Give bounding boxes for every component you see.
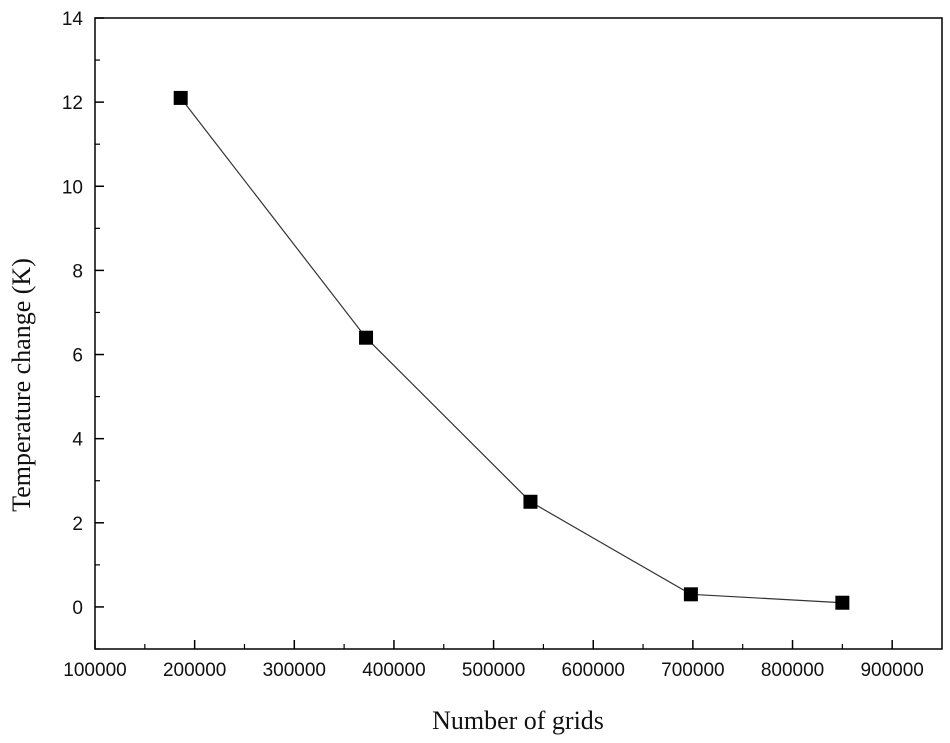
x-tick-label: 700000 <box>661 660 724 681</box>
y-tick-label: 10 <box>62 177 83 198</box>
data-series <box>173 90 850 610</box>
x-tick-label: 400000 <box>362 660 425 681</box>
data-point-marker <box>359 330 374 345</box>
data-point-marker <box>683 587 698 602</box>
series-line <box>180 97 843 604</box>
y-tick-label: 14 <box>62 9 84 30</box>
x-tick-label: 800000 <box>761 660 824 681</box>
plot-frame <box>94 17 943 650</box>
x-axis-ticks <box>94 640 893 649</box>
x-tick-label: 500000 <box>462 660 525 681</box>
data-point-marker <box>835 595 850 610</box>
data-point-marker <box>173 90 188 105</box>
x-tick-label: 600000 <box>562 660 625 681</box>
y-axis-title: Temperature change (K) <box>7 258 36 512</box>
y-axis-tick-labels: 0 2 4 6 8 10 12 14 <box>62 9 84 619</box>
x-tick-label: 100000 <box>63 660 126 681</box>
y-tick-label: 0 <box>72 598 83 619</box>
y-tick-label: 2 <box>72 514 83 535</box>
x-tick-label: 900000 <box>860 660 923 681</box>
x-tick-label: 300000 <box>263 660 326 681</box>
x-axis-tick-labels: 100000 200000 300000 400000 500000 600000 7000… <box>63 660 924 681</box>
y-tick-label: 6 <box>72 346 83 367</box>
y-tick-label: 12 <box>62 93 83 114</box>
x-tick-label: 200000 <box>163 660 226 681</box>
x-axis-title: Number of grids <box>432 706 604 735</box>
y-tick-label: 8 <box>72 261 83 282</box>
y-axis-ticks <box>95 17 104 650</box>
data-point-marker <box>523 494 538 509</box>
y-tick-label: 4 <box>72 430 83 451</box>
